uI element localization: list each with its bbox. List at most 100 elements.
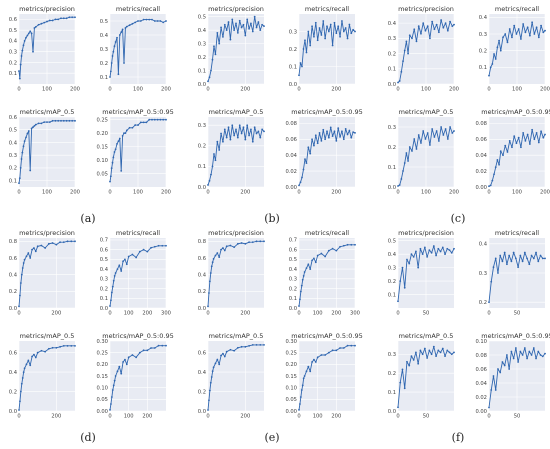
data-point	[435, 254, 437, 257]
data-point	[51, 119, 54, 122]
data-point	[301, 384, 304, 387]
data-point	[517, 266, 520, 269]
data-point	[514, 257, 517, 260]
data-point	[208, 179, 211, 182]
data-point	[346, 133, 349, 136]
y-tick-label: 0.1	[388, 390, 396, 396]
data-point	[216, 31, 219, 34]
subplot: 0.0 0.1 0.2 0.3 0.4 0.5 0.6 0.7 0 100 200 300 metric…	[100, 229, 171, 317]
data-point	[23, 258, 26, 261]
x-tick-label: 0	[206, 87, 209, 93]
data-point	[231, 124, 234, 127]
subplot-title: metrics/recall	[305, 229, 349, 237]
data-point	[513, 135, 516, 137]
y-tick-label: 0.4	[9, 370, 18, 376]
x-tick-label: 100	[512, 190, 522, 196]
y-tick-label: 0.0	[100, 306, 108, 312]
x-tick-label: 0	[396, 414, 399, 420]
data-point	[213, 153, 215, 155]
data-point	[227, 126, 230, 129]
data-point	[48, 19, 51, 22]
y-tick-label: 0.2	[388, 51, 396, 57]
data-point	[112, 279, 115, 282]
data-point	[223, 355, 226, 358]
data-point	[153, 20, 156, 22]
data-point	[432, 345, 435, 348]
data-point	[137, 124, 139, 126]
y-tick-label: 0.0	[388, 82, 396, 88]
data-point	[114, 148, 117, 151]
x-tick-label: 200	[331, 190, 341, 196]
data-point	[233, 349, 236, 352]
data-point	[342, 30, 345, 33]
data-point	[298, 408, 300, 411]
data-point	[116, 370, 119, 373]
data-point	[65, 119, 68, 122]
data-point	[400, 70, 403, 73]
x-tick-label: 0	[17, 311, 20, 317]
x-tick-label: 200	[449, 190, 459, 196]
data-point	[446, 29, 449, 32]
data-point	[233, 246, 236, 249]
x-tick-label: 100	[313, 311, 323, 317]
subplot: 0.0 0.1 0.2 0.3 0 100 200 metrics/mAP_0.5	[388, 108, 459, 196]
plot-area	[19, 341, 75, 411]
data-point	[415, 148, 418, 150]
data-point	[311, 259, 313, 262]
data-point	[122, 361, 124, 363]
subplot-title: metrics/mAP_0.5	[20, 108, 75, 116]
data-point	[410, 355, 413, 358]
data-point	[435, 130, 438, 132]
data-point	[354, 243, 356, 246]
data-point	[34, 123, 37, 126]
data-point	[74, 240, 76, 243]
y-tick-label: 0.0	[388, 185, 396, 191]
y-tick-label: 0.2	[9, 289, 17, 295]
data-point	[165, 244, 167, 247]
x-tick-label: 0	[297, 190, 300, 196]
data-point	[442, 134, 445, 136]
data-point	[18, 77, 21, 80]
x-tick-label: 0	[297, 87, 300, 93]
data-point	[18, 70, 20, 72]
data-point	[156, 20, 159, 22]
subplot-title: metrics/mAP_0.5	[399, 108, 454, 116]
data-point	[263, 130, 265, 133]
data-point	[134, 124, 137, 126]
data-point	[37, 23, 40, 26]
y-tick-label: 0.5	[9, 128, 17, 134]
data-point	[428, 249, 431, 252]
y-tick-label: 0.2	[479, 300, 487, 306]
data-point	[18, 177, 21, 179]
y-tick-label: 0.2	[100, 286, 108, 292]
data-point	[346, 344, 349, 347]
data-point	[437, 140, 440, 142]
data-point	[491, 179, 494, 182]
data-point	[504, 144, 507, 147]
x-tick-label: 100	[133, 190, 143, 196]
data-point	[51, 242, 54, 244]
data-point	[70, 344, 73, 347]
data-point	[513, 24, 516, 27]
data-point	[339, 35, 341, 38]
data-point	[402, 170, 404, 172]
data-point	[419, 247, 422, 250]
data-point	[47, 242, 50, 245]
data-point	[344, 128, 347, 130]
data-point	[33, 247, 35, 249]
y-tick-label: 0.1	[198, 68, 206, 74]
data-point	[450, 251, 453, 254]
x-tick-label: 100	[124, 414, 134, 420]
data-point	[18, 305, 20, 308]
data-point	[535, 251, 537, 254]
x-tick-label: 100	[124, 311, 134, 317]
data-point	[313, 144, 315, 147]
data-point	[124, 132, 127, 135]
data-point	[324, 255, 327, 258]
data-point	[327, 249, 330, 252]
y-tick-label: 0.0	[289, 82, 297, 88]
data-point	[335, 139, 338, 142]
data-point	[118, 137, 121, 140]
data-point	[528, 350, 531, 353]
data-point	[153, 118, 156, 121]
